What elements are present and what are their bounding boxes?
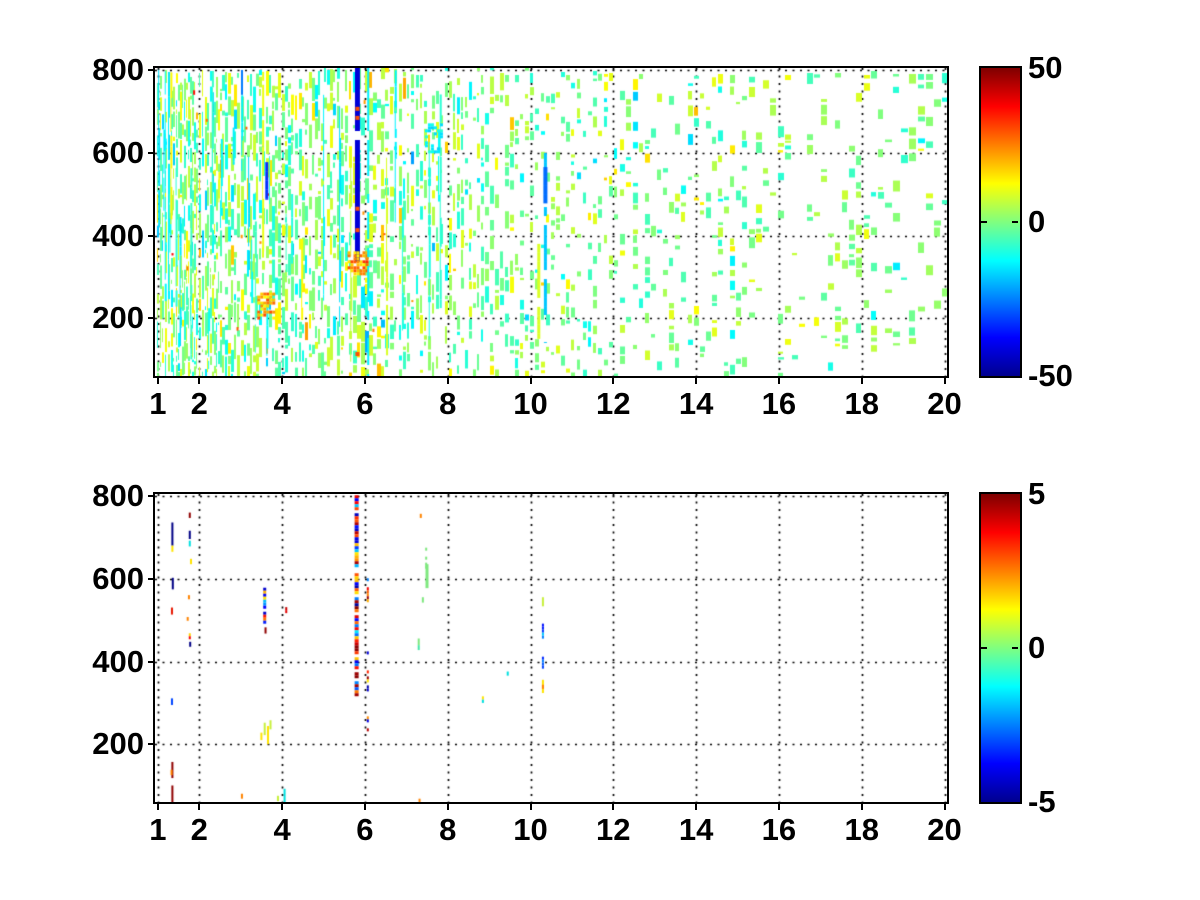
x-tick [777, 378, 780, 384]
y-tick [148, 152, 154, 155]
x-tick [695, 378, 698, 384]
y-tick-label: 400 [92, 217, 144, 253]
x-tick-label: 20 [927, 386, 962, 421]
colorbar-tick-label: 0 [1028, 204, 1046, 239]
x-tick [281, 378, 284, 384]
x-tick-label: 12 [596, 812, 631, 847]
x-tick [860, 378, 863, 384]
colorbar-tick-label: 5 [1028, 476, 1046, 511]
x-tick [777, 804, 780, 810]
colorbar-tick-label: 0 [1028, 630, 1046, 665]
y-tick-label: 600 [92, 561, 144, 597]
x-tick-label: 1 [149, 386, 167, 421]
y-tick-label: 600 [92, 135, 144, 171]
x-tick-label: 10 [513, 812, 548, 847]
y-tick-label: 200 [92, 300, 144, 336]
bottom-heatmap-canvas [155, 494, 947, 802]
colorbar-zero-tick-right [1012, 647, 1018, 649]
x-tick-label: 6 [356, 386, 374, 421]
x-tick [156, 804, 159, 810]
x-tick [363, 378, 366, 384]
x-tick-label: 14 [678, 386, 714, 421]
x-tick [529, 378, 532, 384]
x-tick [695, 804, 698, 810]
colorbar-zero-tick-left [981, 221, 987, 223]
colorbar-zero-tick-left [981, 647, 987, 649]
colorbar-zero-tick-right [1012, 221, 1018, 223]
y-tick [148, 317, 154, 320]
x-tick [281, 804, 284, 810]
x-tick-label: 18 [844, 812, 879, 847]
x-tick [156, 378, 159, 384]
x-tick-label: 10 [513, 386, 548, 421]
x-tick-label: 18 [844, 386, 879, 421]
x-tick-label: 14 [678, 812, 714, 847]
x-tick-label: 4 [273, 812, 291, 847]
x-tick [198, 378, 201, 384]
x-tick [860, 804, 863, 810]
x-tick-label: 2 [190, 812, 208, 847]
x-tick [943, 378, 946, 384]
x-tick [612, 378, 615, 384]
y-tick-label: 800 [92, 478, 144, 514]
x-tick-label: 16 [761, 812, 797, 847]
top-heatmap-canvas [155, 68, 947, 376]
x-tick [363, 804, 366, 810]
x-tick [198, 804, 201, 810]
y-tick [148, 69, 154, 72]
y-tick [148, 234, 154, 237]
y-tick-label: 200 [92, 726, 144, 762]
x-tick-label: 12 [596, 386, 631, 421]
x-tick [446, 804, 449, 810]
x-tick-label: 4 [273, 386, 291, 421]
x-tick-label: 8 [439, 812, 457, 847]
x-tick-label: 6 [356, 812, 374, 847]
y-tick-label: 800 [92, 52, 144, 88]
x-tick-label: 20 [927, 812, 962, 847]
x-tick-label: 16 [761, 386, 797, 421]
x-tick-label: 8 [439, 386, 457, 421]
x-tick [943, 804, 946, 810]
colorbar-tick-label: -50 [1028, 358, 1073, 393]
x-tick [612, 804, 615, 810]
x-tick [529, 804, 532, 810]
y-tick-label: 400 [92, 643, 144, 679]
colorbar-tick-label: 50 [1028, 50, 1063, 85]
y-tick [148, 743, 154, 746]
y-tick [148, 660, 154, 663]
x-tick [446, 378, 449, 384]
x-tick-label: 2 [190, 386, 208, 421]
y-tick [148, 578, 154, 581]
y-tick [148, 495, 154, 498]
colorbar-tick-label: -5 [1028, 784, 1056, 819]
x-tick-label: 1 [149, 812, 167, 847]
